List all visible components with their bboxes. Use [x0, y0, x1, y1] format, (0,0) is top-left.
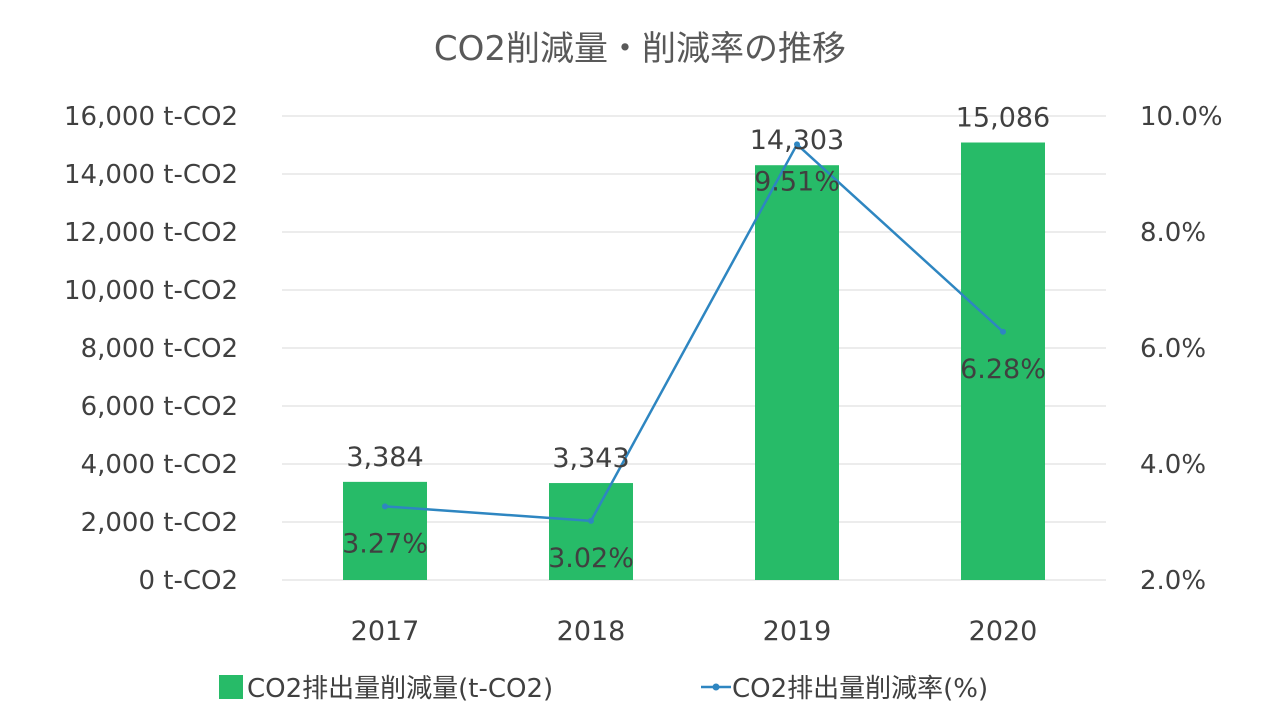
chart-title: CO2削減量・削減率の推移: [434, 29, 846, 69]
legend-line-marker: [712, 683, 720, 691]
x-axis: 2017 2018 2019 2020: [351, 616, 1038, 647]
right-y-tick-label: 6.0%: [1140, 334, 1206, 364]
legend-bar-swatch: [219, 675, 243, 699]
rate-value-label: 3.02%: [548, 543, 634, 574]
bar-value-label: 3,343: [552, 443, 629, 474]
right-y-tick-label: 8.0%: [1140, 218, 1206, 248]
legend-bar-label: CO2排出量削減量(t-CO2): [247, 674, 553, 704]
right-y-axis: 2.0% 4.0% 6.0% 8.0% 10.0%: [1140, 102, 1223, 596]
line-series: [382, 141, 1006, 524]
left-y-tick-label: 8,000 t-CO2: [81, 334, 238, 364]
bar-value-label: 15,086: [956, 103, 1050, 134]
x-tick-label: 2017: [351, 616, 420, 647]
left-y-tick-label: 0 t-CO2: [138, 566, 238, 596]
bar: [549, 483, 633, 580]
rate-point: [1000, 328, 1006, 335]
left-y-tick-label: 2,000 t-CO2: [81, 508, 238, 538]
legend-line-label: CO2排出量削減率(%): [732, 674, 988, 704]
bar: [961, 142, 1045, 581]
bar-value-label: 14,303: [750, 125, 844, 156]
left-y-tick-label: 16,000 t-CO2: [64, 102, 238, 132]
rate-value-label: 9.51%: [754, 166, 840, 197]
left-y-tick-label: 14,000 t-CO2: [64, 160, 238, 190]
right-y-tick-label: 4.0%: [1140, 450, 1206, 480]
left-y-tick-label: 4,000 t-CO2: [81, 450, 238, 480]
bar: [343, 481, 427, 580]
rate-point: [382, 503, 388, 510]
left-y-tick-label: 10,000 t-CO2: [64, 276, 238, 306]
x-tick-label: 2019: [763, 616, 832, 647]
legend: CO2排出量削減量(t-CO2) CO2排出量削減率(%): [219, 674, 988, 704]
right-y-tick-label: 2.0%: [1140, 566, 1206, 596]
rate-value-label: 3.27%: [342, 528, 428, 559]
left-y-tick-label: 6,000 t-CO2: [81, 392, 238, 422]
bar-value-label: 3,384: [346, 442, 423, 473]
rate-line: [384, 143, 1004, 523]
left-y-axis: 0 t-CO2 2,000 t-CO2 4,000 t-CO2 6,000 t-CO2…: [64, 102, 238, 596]
left-y-tick-label: 12,000 t-CO2: [64, 218, 238, 248]
x-tick-label: 2020: [969, 616, 1038, 647]
right-y-tick-label: 10.0%: [1140, 102, 1223, 132]
rate-point: [794, 141, 800, 148]
rate-value-label: 6.28%: [960, 354, 1046, 385]
bar-series: [343, 142, 1045, 581]
bar: [755, 165, 839, 580]
rate-point: [588, 517, 594, 524]
x-tick-label: 2018: [557, 616, 626, 647]
data-labels: 3,384 3,343 14,303 15,086 3.27% 3.02% 9.51% 6.2…: [342, 103, 1050, 574]
